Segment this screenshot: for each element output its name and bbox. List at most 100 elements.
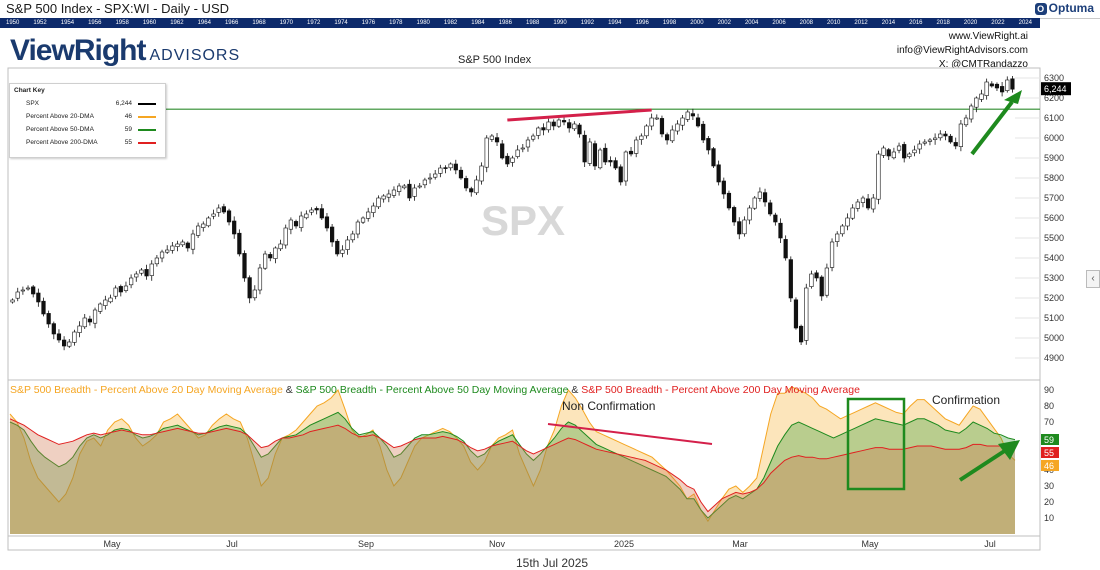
year-strip-label[interactable]: 1954 [60,20,75,26]
year-strip-label[interactable]: 2004 [744,20,759,26]
candle-body [577,124,582,135]
candle-body [618,166,623,183]
year-strip-label[interactable]: 1962 [170,20,184,26]
candle-body [175,243,180,247]
price-tick-label: 6300 [1044,73,1064,83]
breadth-legend: S&P 500 Breadth - Percent Above 20 Day M… [10,384,860,396]
candle-body [36,292,41,303]
candle-body [484,137,489,168]
candle-body [634,139,639,154]
candle-body [969,105,974,120]
candle-body [510,157,515,163]
chart-key-name: Percent Above 50-DMA [26,126,94,133]
candle-body [598,149,603,169]
candle-body [257,267,263,291]
optuma-brand: O Optuma [1034,1,1094,15]
year-strip-label[interactable]: 1958 [115,20,129,26]
year-strip-label[interactable]: 1984 [471,20,485,26]
candle-body [15,291,20,299]
year-strip-label[interactable]: 1996 [635,20,649,26]
candle-body [350,233,355,241]
candle-body [824,267,829,296]
footer-date: 15th Jul 2025 [516,556,589,570]
candle-body [866,198,871,209]
year-strip-label[interactable]: 2002 [717,20,731,26]
candle-body [46,313,51,325]
candle-body [567,122,572,129]
candle-body [252,289,257,299]
candle-body [659,118,665,135]
year-strip-label[interactable]: 1976 [361,20,376,26]
year-strip-label[interactable]: 2014 [881,20,896,26]
candle-body [757,191,762,199]
candle-body [31,286,36,295]
candle-body [1010,78,1015,90]
candle-body [397,185,402,192]
year-strip-label[interactable]: 2000 [690,20,704,26]
price-tick-label: 6000 [1044,133,1064,143]
candle-body [855,201,860,209]
candle-body [330,226,335,243]
year-strip-label[interactable]: 2006 [772,20,786,26]
year-strip-label[interactable]: 2016 [909,20,923,26]
year-strip-label[interactable]: 2010 [827,20,841,26]
chart-key-row: Percent Above 20-DMA 46 [26,113,158,122]
year-strip-label[interactable]: 1982 [443,20,458,26]
candle-body [1000,86,1005,93]
chart-key-row: Percent Above 200-DMA 55 [26,139,158,148]
breadth-tick-label: 10 [1044,513,1054,523]
year-strip-label[interactable]: 2008 [799,20,814,26]
candle-body [531,135,536,140]
year-strip-label[interactable]: 2012 [854,20,868,26]
year-strip-label[interactable]: 2018 [936,20,950,26]
candle-body [391,189,397,196]
candle-body [876,153,881,200]
year-strip-label[interactable]: 2022 [991,20,1005,26]
year-strip-label[interactable]: 2024 [1018,20,1032,26]
candle-body [551,121,556,127]
candle-body [737,221,742,235]
panel-collapse-chevron-icon[interactable]: ‹ [1086,270,1100,288]
year-strip-label[interactable]: 2020 [963,20,978,26]
candle-body [273,247,278,259]
year-strip-label[interactable]: 1994 [608,20,622,26]
candle-body [232,220,237,235]
year-strip-label[interactable]: 1960 [142,20,157,26]
year-strip-label[interactable]: 1998 [662,20,677,26]
year-strip-label[interactable]: 1950 [6,20,20,26]
year-strip-label[interactable]: 1964 [197,20,211,26]
year-strip-label[interactable]: 1970 [279,20,294,26]
breadth-last-label: 46 [1044,461,1054,471]
candle-body [680,117,685,126]
year-navigator-strip[interactable]: 1950 1952 1954 1956 1958 1960 1962 1964 1966 1968… [0,18,1040,28]
year-strip-label[interactable]: 1972 [307,20,321,26]
year-strip-label[interactable]: 1990 [553,20,567,26]
candle-body [82,317,87,328]
candle-body [402,185,407,189]
year-strip-label[interactable]: 1956 [88,20,102,26]
year-strip-label[interactable]: 1992 [580,20,595,26]
candle-body [154,257,159,265]
price-tick-label: 5800 [1044,173,1064,183]
candle-body [860,197,866,203]
year-strip-label[interactable]: 1952 [33,20,47,26]
year-strip-label[interactable]: 1978 [389,20,403,26]
price-tick-label: 4900 [1044,353,1064,363]
contact-block: www.ViewRight.ai info@ViewRightAdvisors.… [897,30,1028,72]
candle-body [989,83,994,87]
breadth-last-tag [1041,447,1059,458]
candle-body [948,135,953,143]
year-strip-label[interactable]: 1966 [224,20,239,26]
x-month-label: Jul [226,539,238,549]
year-strip-label[interactable]: 1974 [334,20,348,26]
year-strip-label[interactable]: 1980 [416,20,430,26]
year-strip-label[interactable]: 1986 [498,20,512,26]
candle-body [242,253,247,279]
year-strip-label[interactable]: 1968 [252,20,266,26]
chart-key-panel[interactable]: Chart Key SPX 6,244 Percent Above 20-DMA… [9,83,166,158]
optuma-label: Optuma [1048,1,1094,15]
candle-body [201,223,206,228]
year-strip-label[interactable]: 1988 [526,20,540,26]
candle-body [783,239,788,259]
